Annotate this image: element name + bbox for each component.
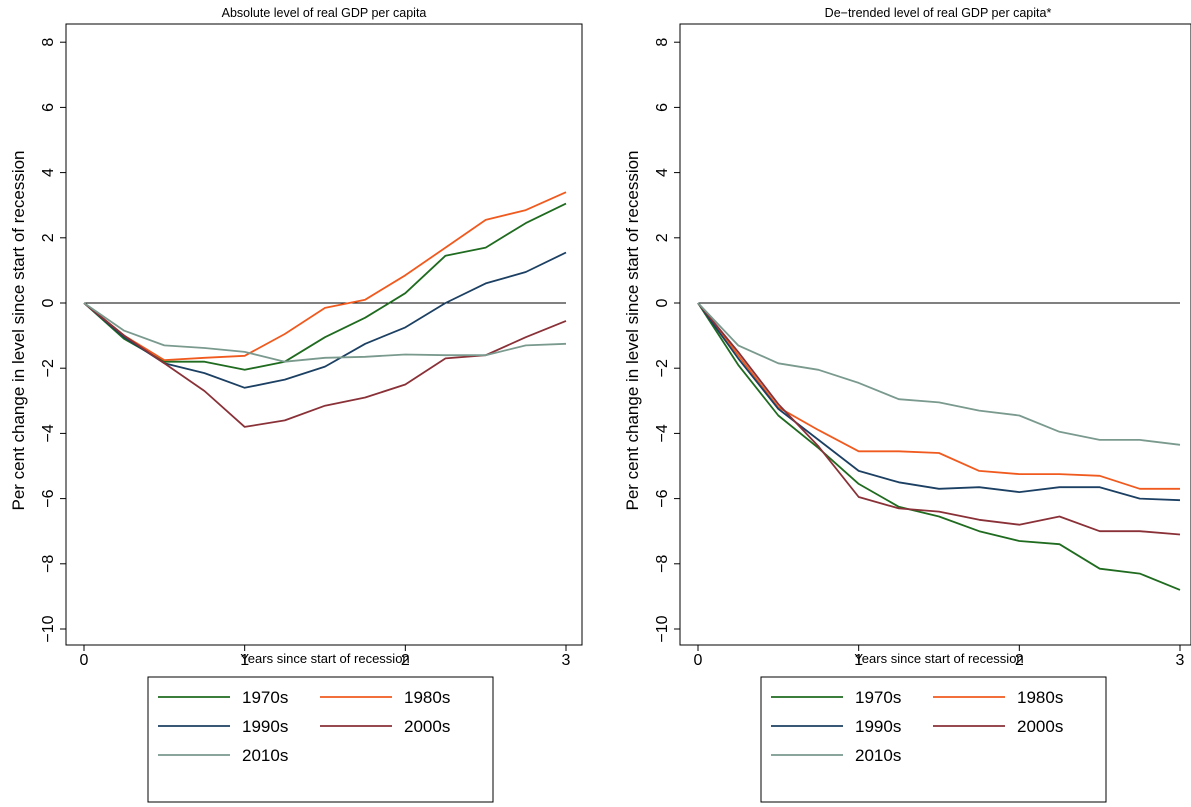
left-chart-panel: Absolute level of real GDP per capita −10… — [9, 6, 583, 803]
x-tick-label: 0 — [80, 652, 89, 669]
y-tick-label: 2 — [40, 233, 57, 242]
y-tick-label: 0 — [40, 298, 57, 307]
x-tick-label: 1 — [854, 652, 863, 669]
legend-label-1970s: 1970s — [855, 688, 901, 707]
x-tick-label: 2 — [401, 652, 410, 669]
legend-label-1980s: 1980s — [1017, 688, 1063, 707]
y-tick-label: −4 — [40, 424, 57, 442]
series-line-1980s — [83, 191, 567, 362]
series-line-1990s — [83, 251, 567, 389]
series-line-1980s — [697, 302, 1180, 490]
right-chart-panel: De−trended level of real GDP per capita*… — [623, 6, 1191, 803]
legend-label-2000s: 2000s — [1017, 717, 1063, 736]
y-tick-label: −6 — [40, 489, 57, 507]
y-tick-label: 4 — [40, 168, 57, 177]
legend-label-1970s: 1970s — [242, 688, 288, 707]
series-line-1970s — [697, 302, 1181, 591]
y-tick-label: −8 — [654, 555, 671, 573]
y-tick-label: 4 — [654, 168, 671, 177]
series-line-1970s — [83, 202, 567, 371]
y-tick-label: 6 — [654, 103, 671, 112]
chart-title: De−trended level of real GDP per capita* — [825, 6, 1052, 20]
legend-label-1980s: 1980s — [404, 688, 450, 707]
y-tick-label: 0 — [654, 298, 671, 307]
x-axis-title: Years since start of recession — [240, 651, 409, 666]
x-tick-label: 3 — [562, 652, 571, 669]
y-tick-label: 8 — [654, 38, 671, 47]
y-tick-label: −8 — [40, 555, 57, 573]
x-tick-label: 2 — [1015, 652, 1024, 669]
x-tick-label: 1 — [240, 652, 249, 669]
y-tick-label: 8 — [40, 38, 57, 47]
y-tick-label: −4 — [654, 424, 671, 442]
x-tick-label: 0 — [694, 652, 703, 669]
y-tick-label: 2 — [654, 233, 671, 242]
chart-title: Absolute level of real GDP per capita — [222, 6, 427, 20]
plot-frame — [679, 23, 1191, 646]
series-line-2010s — [697, 302, 1181, 446]
legend-label-2010s: 2010s — [855, 746, 901, 765]
series-line-2010s — [83, 302, 567, 363]
legend-label-1990s: 1990s — [855, 717, 901, 736]
y-tick-label: −10 — [40, 615, 57, 642]
y-tick-label: −10 — [654, 615, 671, 642]
x-tick-label: 3 — [1176, 652, 1185, 669]
y-tick-label: −6 — [654, 489, 671, 507]
y-axis-title: Per cent change in level since start of … — [623, 150, 642, 510]
y-tick-label: 6 — [40, 103, 57, 112]
legend-label-1990s: 1990s — [242, 717, 288, 736]
x-axis-title: Years since start of recession — [854, 651, 1023, 666]
legend-label-2000s: 2000s — [404, 717, 450, 736]
legend-label-2010s: 2010s — [242, 746, 288, 765]
series-line-2000s — [83, 302, 567, 428]
y-tick-label: −2 — [654, 359, 671, 377]
y-tick-label: −2 — [40, 359, 57, 377]
series-line-1990s — [697, 302, 1181, 502]
plot-frame — [65, 23, 583, 646]
y-axis-title: Per cent change in level since start of … — [9, 150, 28, 510]
series-line-2000s — [697, 302, 1181, 536]
